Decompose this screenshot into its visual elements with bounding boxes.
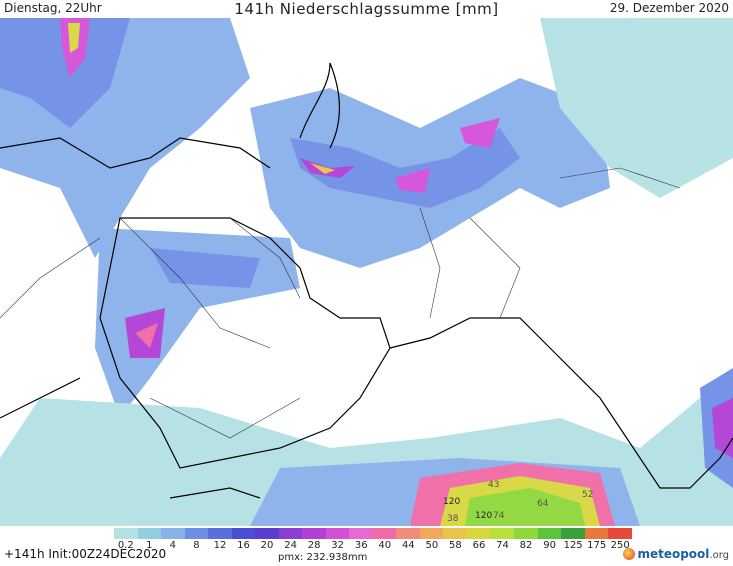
legend-swatch bbox=[419, 528, 444, 539]
legend-label: 12 bbox=[213, 540, 227, 551]
legend-label: 4 bbox=[169, 540, 177, 551]
precipitation-map: 120 120 38 74 64 52 43 bbox=[0, 18, 733, 526]
legend-swatch bbox=[396, 528, 420, 539]
legend-label: 1 bbox=[146, 540, 153, 551]
logo-text: meteopool bbox=[637, 547, 710, 561]
legend-swatch bbox=[561, 528, 585, 539]
legend-swatch bbox=[114, 528, 138, 539]
legend-swatch bbox=[255, 528, 279, 539]
legend-label: 66 bbox=[472, 540, 486, 551]
legend-swatch bbox=[537, 528, 562, 539]
run-info: +141h Init:00Z24DEC2020 bbox=[4, 547, 167, 561]
legend-swatch bbox=[349, 528, 373, 539]
legend-swatch bbox=[161, 528, 185, 539]
value-label: 64 bbox=[537, 499, 549, 509]
value-label: 43 bbox=[488, 480, 499, 490]
meteopool-logo[interactable]: meteopool.org bbox=[623, 547, 729, 561]
coastlines bbox=[0, 62, 733, 499]
legend-swatch bbox=[372, 528, 397, 539]
value-label: 38 bbox=[447, 514, 459, 524]
value-label: 120 bbox=[475, 511, 492, 521]
legend-label: 175 bbox=[587, 540, 607, 551]
value-label: 120 bbox=[443, 497, 460, 507]
legend-swatch bbox=[137, 528, 162, 539]
legend-label: 8 bbox=[193, 540, 200, 551]
legend-swatch bbox=[443, 528, 467, 539]
legend-swatch bbox=[466, 528, 491, 539]
legend-label: 24 bbox=[284, 540, 297, 551]
legend-label: 250 bbox=[610, 540, 630, 551]
legend-label: 20 bbox=[260, 540, 274, 551]
color-scale-bar bbox=[114, 528, 632, 539]
legend-swatch bbox=[514, 528, 538, 539]
legend-label: 44 bbox=[401, 540, 415, 551]
header: Dienstag, 22Uhr 141h Niederschlagssumme … bbox=[0, 0, 733, 18]
legend-swatch bbox=[278, 528, 303, 539]
legend-label: 28 bbox=[307, 540, 321, 551]
map-value-labels: 120 120 38 74 64 52 43 bbox=[443, 480, 593, 524]
legend-label: 36 bbox=[354, 540, 368, 551]
legend-label: 58 bbox=[449, 540, 462, 551]
logo-tld: .org bbox=[709, 550, 729, 561]
valid-date: 29. Dezember 2020 bbox=[609, 1, 729, 15]
legend-swatch bbox=[584, 528, 609, 539]
logo-icon bbox=[623, 548, 636, 560]
legend-label: 90 bbox=[543, 540, 556, 551]
legend-label: 125 bbox=[563, 540, 583, 551]
legend-label: 0.2 bbox=[117, 540, 134, 551]
legend-label: 16 bbox=[237, 540, 250, 551]
legend-swatch bbox=[208, 528, 232, 539]
legend-label: 32 bbox=[331, 540, 345, 551]
legend-label: 74 bbox=[496, 540, 509, 551]
legend-label: 40 bbox=[378, 540, 392, 551]
color-scale-labels: 0.2 1 4 8 12 16 20 24 28 32 36 40 44 50 58 66 74 82 90 125 1… bbox=[114, 540, 634, 552]
legend-label: 82 bbox=[519, 540, 533, 551]
legend-swatch bbox=[302, 528, 326, 539]
precipitation-field bbox=[0, 18, 733, 526]
max-precipitation: pmx: 232.938mm bbox=[278, 552, 368, 563]
valid-time: Dienstag, 22Uhr bbox=[4, 1, 102, 15]
legend-swatch bbox=[184, 528, 209, 539]
legend-swatch bbox=[608, 528, 632, 539]
legend-swatch bbox=[231, 528, 256, 539]
legend-swatch bbox=[490, 528, 515, 539]
legend-swatch bbox=[325, 528, 350, 539]
country-borders bbox=[0, 167, 681, 439]
legend-label: 50 bbox=[425, 540, 439, 551]
value-label: 74 bbox=[493, 511, 505, 521]
value-label: 52 bbox=[582, 490, 593, 500]
map-title: 141h Niederschlagssumme [mm] bbox=[234, 0, 499, 18]
